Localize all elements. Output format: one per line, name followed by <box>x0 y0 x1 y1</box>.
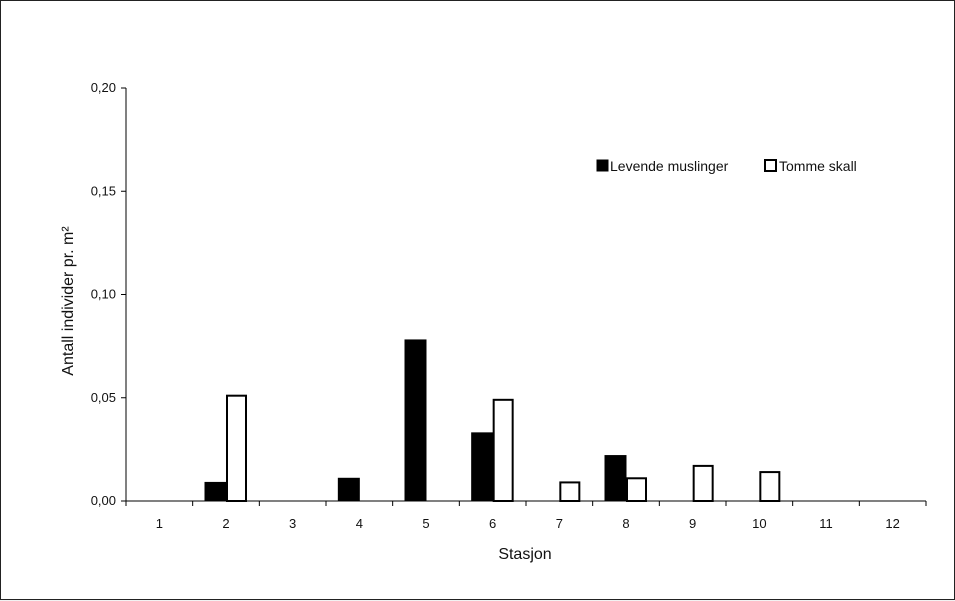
bar-tomme-skall <box>692 464 714 502</box>
y-tick-label: 0,15 <box>91 183 116 198</box>
bar-levende-muslinger <box>337 477 360 502</box>
bars <box>204 339 781 503</box>
bar-levende-muslinger <box>404 339 427 502</box>
axes <box>121 87 927 506</box>
bar-tomme-skall <box>492 398 514 502</box>
bar-tomme-skall <box>626 477 647 503</box>
bar-levende-muslinger <box>604 455 627 502</box>
bar-tomme-skall <box>759 471 781 502</box>
x-tick-label: 11 <box>819 516 833 531</box>
x-tick-label: 6 <box>489 516 496 531</box>
x-tick-label: 9 <box>689 516 696 531</box>
bar-tomme-skall <box>226 394 247 502</box>
legend: Levende muslinger Tomme skall <box>596 158 857 174</box>
x-tick-label: 2 <box>222 516 229 531</box>
x-axis-title: Stasjon <box>498 546 551 563</box>
x-tick-label: 8 <box>622 516 629 531</box>
x-tick-label: 4 <box>356 516 363 531</box>
x-tick-label: 5 <box>422 516 429 531</box>
y-tick-label: 0,00 <box>91 493 116 508</box>
legend-swatch-levende <box>596 159 609 172</box>
y-tick-label: 0,20 <box>91 80 116 95</box>
y-axis-title: Antall individer pr. m² <box>60 226 77 376</box>
legend-swatch-tomme <box>764 159 777 172</box>
labels: 0,000,050,100,150,201 2 3 4 5 6 7 8 9 10 11 12 <box>91 80 900 531</box>
x-tick-label: 1 <box>156 516 163 531</box>
bar-tomme-skall <box>559 481 581 503</box>
x-tick-label: 10 <box>752 516 766 531</box>
bar-levende-muslinger <box>471 432 494 502</box>
legend-label-levende: Levende muslinger <box>610 158 729 174</box>
bar-levende-muslinger <box>204 481 227 502</box>
legend-label-tomme: Tomme skall <box>779 158 857 174</box>
x-tick-label: 12 <box>885 516 899 531</box>
y-tick-label: 0,10 <box>91 287 116 302</box>
y-tick-label: 0,05 <box>91 390 116 405</box>
x-tick-label: 7 <box>556 516 563 531</box>
x-tick-label: 3 <box>289 516 296 531</box>
